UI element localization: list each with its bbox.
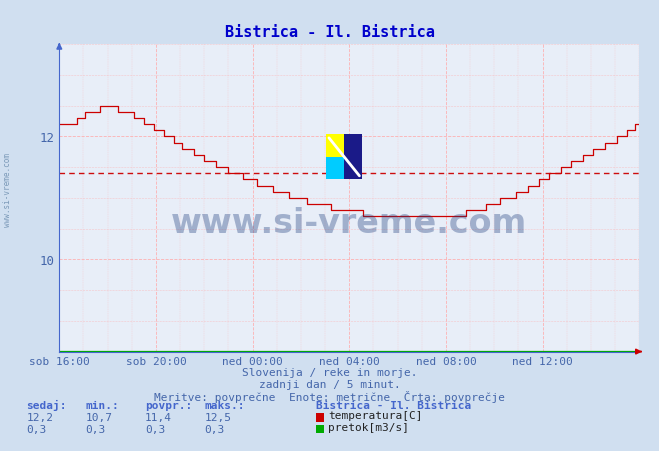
Text: pretok[m3/s]: pretok[m3/s] bbox=[328, 422, 409, 432]
Text: temperatura[C]: temperatura[C] bbox=[328, 410, 422, 420]
Text: www.si-vreme.com: www.si-vreme.com bbox=[171, 207, 527, 239]
Bar bbox=[326, 157, 344, 180]
Text: zadnji dan / 5 minut.: zadnji dan / 5 minut. bbox=[258, 379, 401, 389]
Text: 10,7: 10,7 bbox=[86, 412, 113, 422]
Text: 12,5: 12,5 bbox=[204, 412, 231, 422]
Text: Bistrica - Il. Bistrica: Bistrica - Il. Bistrica bbox=[316, 400, 472, 410]
Text: 0,3: 0,3 bbox=[86, 424, 106, 434]
Text: Slovenija / reke in morje.: Slovenija / reke in morje. bbox=[242, 368, 417, 377]
Text: 12,2: 12,2 bbox=[26, 412, 53, 422]
Text: 0,3: 0,3 bbox=[26, 424, 47, 434]
Text: www.si-vreme.com: www.si-vreme.com bbox=[3, 152, 13, 226]
Text: povpr.:: povpr.: bbox=[145, 400, 192, 410]
Bar bbox=[344, 135, 362, 180]
Text: 11,4: 11,4 bbox=[145, 412, 172, 422]
Bar bbox=[326, 135, 344, 157]
Text: maks.:: maks.: bbox=[204, 400, 244, 410]
Text: Bistrica - Il. Bistrica: Bistrica - Il. Bistrica bbox=[225, 25, 434, 40]
Text: Meritve: povprečne  Enote: metrične  Črta: povprečje: Meritve: povprečne Enote: metrične Črta:… bbox=[154, 390, 505, 402]
Text: 0,3: 0,3 bbox=[204, 424, 225, 434]
Text: min.:: min.: bbox=[86, 400, 119, 410]
Text: sedaj:: sedaj: bbox=[26, 399, 67, 410]
Text: 0,3: 0,3 bbox=[145, 424, 165, 434]
